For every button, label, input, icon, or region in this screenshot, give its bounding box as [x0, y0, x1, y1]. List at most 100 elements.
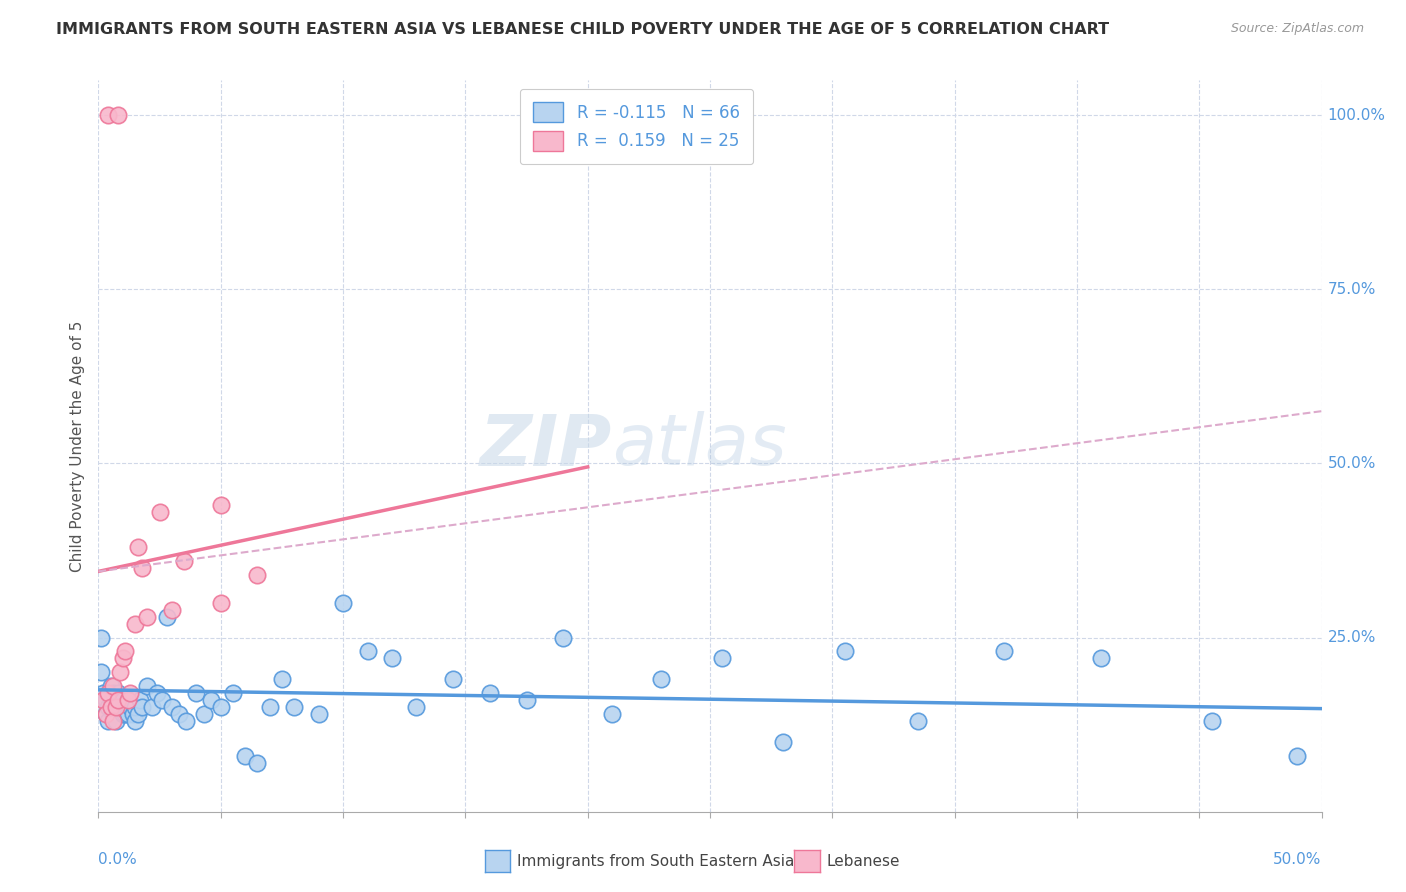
Point	[160, 700, 183, 714]
Text: Immigrants from South Eastern Asia: Immigrants from South Eastern Asia	[517, 855, 794, 869]
Point	[259, 700, 281, 714]
Point	[136, 609, 159, 624]
Point	[650, 673, 672, 687]
Point	[101, 707, 124, 722]
Point	[711, 651, 734, 665]
Point	[209, 596, 232, 610]
Point	[101, 686, 124, 700]
Point	[209, 498, 232, 512]
Point	[356, 644, 378, 658]
Point	[246, 567, 269, 582]
Point	[193, 707, 215, 722]
Point	[91, 693, 114, 707]
Point	[222, 686, 245, 700]
Point	[100, 679, 122, 693]
Text: IMMIGRANTS FROM SOUTH EASTERN ASIA VS LEBANESE CHILD POVERTY UNDER THE AGE OF 5 : IMMIGRANTS FROM SOUTH EASTERN ASIA VS LE…	[56, 22, 1109, 37]
Text: 100.0%: 100.0%	[1327, 108, 1386, 122]
Point	[117, 693, 139, 707]
Point	[120, 686, 142, 700]
Point	[107, 693, 129, 707]
Point	[117, 707, 139, 722]
Point	[90, 631, 112, 645]
Point	[97, 108, 120, 122]
Point	[104, 700, 127, 714]
Point	[131, 561, 153, 575]
Point	[146, 686, 169, 700]
Point	[233, 749, 256, 764]
Point	[246, 756, 269, 770]
Point	[110, 693, 132, 707]
Point	[772, 735, 794, 749]
Point	[107, 108, 129, 122]
Point	[107, 700, 129, 714]
Point	[124, 616, 146, 631]
Point	[94, 693, 117, 707]
Point	[121, 707, 143, 722]
Point	[186, 686, 208, 700]
Point	[124, 700, 146, 714]
Point	[270, 673, 294, 687]
Text: 0.0%: 0.0%	[98, 852, 138, 867]
Point	[515, 693, 537, 707]
Point	[200, 693, 222, 707]
Point	[91, 686, 114, 700]
Point	[131, 700, 153, 714]
Point	[100, 700, 122, 714]
Point	[600, 707, 623, 722]
Point	[104, 700, 127, 714]
Point	[111, 707, 134, 722]
Point	[94, 707, 117, 722]
Point	[1201, 714, 1223, 728]
Point	[129, 693, 152, 707]
Point	[97, 686, 120, 700]
Point	[101, 714, 124, 728]
Point	[110, 665, 132, 680]
Point	[120, 700, 142, 714]
Point	[149, 505, 172, 519]
Point	[97, 700, 120, 714]
Point	[907, 714, 929, 728]
Point	[114, 644, 136, 658]
Point	[834, 644, 856, 658]
Point	[117, 693, 139, 707]
Text: Source: ZipAtlas.com: Source: ZipAtlas.com	[1230, 22, 1364, 36]
Point	[993, 644, 1015, 658]
Point	[156, 609, 179, 624]
Point	[104, 714, 127, 728]
Point	[167, 707, 190, 722]
Point	[101, 679, 124, 693]
Point	[114, 700, 136, 714]
Point	[97, 714, 120, 728]
Point	[283, 700, 305, 714]
Point	[441, 673, 464, 687]
Legend: R = -0.115   N = 66, R =  0.159   N = 25: R = -0.115 N = 66, R = 0.159 N = 25	[520, 88, 754, 164]
Point	[308, 707, 330, 722]
Point	[124, 714, 146, 728]
Point	[1090, 651, 1112, 665]
Point	[141, 700, 163, 714]
Point	[94, 707, 117, 722]
Point	[107, 686, 129, 700]
Point	[478, 686, 501, 700]
Point	[209, 700, 232, 714]
Text: ZIP: ZIP	[479, 411, 612, 481]
Point	[332, 596, 354, 610]
Point	[127, 540, 149, 554]
Point	[176, 714, 198, 728]
Text: 50.0%: 50.0%	[1327, 456, 1376, 471]
Point	[114, 707, 136, 722]
Point	[1286, 749, 1309, 764]
Text: Lebanese: Lebanese	[827, 855, 900, 869]
Point	[111, 693, 134, 707]
Point	[111, 651, 134, 665]
Point	[100, 693, 122, 707]
Point	[160, 603, 183, 617]
Text: 75.0%: 75.0%	[1327, 282, 1376, 297]
Y-axis label: Child Poverty Under the Age of 5: Child Poverty Under the Age of 5	[69, 320, 84, 572]
Point	[150, 693, 173, 707]
Text: 25.0%: 25.0%	[1327, 630, 1376, 645]
Point	[136, 679, 159, 693]
Text: 50.0%: 50.0%	[1274, 852, 1322, 867]
Point	[553, 631, 575, 645]
Point	[127, 707, 149, 722]
